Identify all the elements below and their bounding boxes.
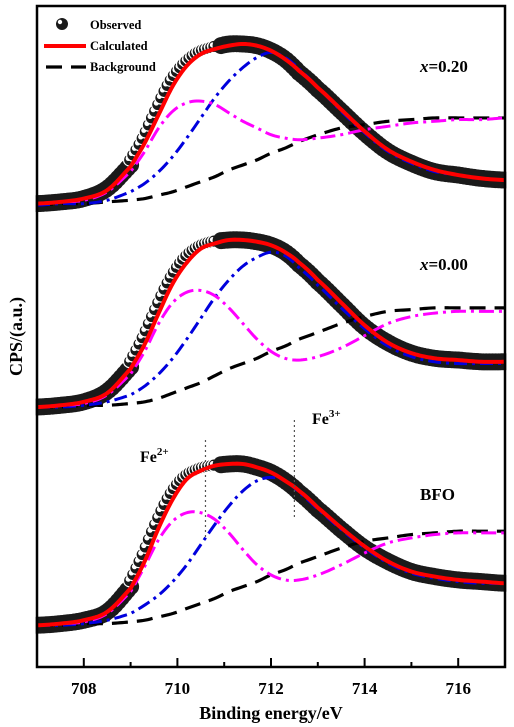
legend-observed-highlight [57,19,63,25]
calculated-series [36,237,506,410]
peak-label-element: Fe [140,449,157,466]
background-series [36,306,505,409]
peak-label: Fe3+ [312,408,341,428]
fe3-component [36,475,506,627]
background-series [36,529,505,627]
panel-label-value: =0.20 [429,57,468,76]
legend-item-background: Background [46,60,156,74]
panel-label: x=0.20 [419,57,468,76]
peak-annotations: Fe2+Fe3+ [140,408,341,540]
panel-label-variable: x [419,255,429,274]
panel-label-variable: x [419,57,429,76]
background-series [36,116,505,207]
peak-label-charge: 3+ [329,408,341,420]
x-tick-label: 712 [258,679,284,698]
x-tick-label: 716 [445,679,471,698]
peak-label: Fe2+ [140,446,169,466]
panel-1: x=0.20 [28,35,514,213]
fe3-component [36,250,505,409]
legend-label: Background [90,60,156,74]
legend: Observed Calculated Background [44,18,156,74]
calculated-series [36,41,506,206]
mask-right [506,0,514,727]
legend-observed-marker [56,18,68,30]
panel-label-value: =0.00 [429,255,468,274]
legend-item-calculated: Calculated [44,39,148,53]
legend-label: Observed [90,18,141,32]
mask-top [0,0,514,5]
peak-label-charge: 2+ [157,446,169,458]
x-tick-label: 708 [71,679,97,698]
x-axis-title: Binding energy/eV [199,703,343,723]
fe2-component [36,510,505,627]
x-axis: 708 710 712 714 716 [36,658,506,698]
fe2-component [36,288,505,409]
y-axis-title: CPS/(a.u.) [6,297,27,376]
x-tick-label: 714 [352,679,378,698]
panel-label: x=0.00 [419,255,468,274]
panel-label: BFO [420,485,455,504]
peak-label-element: Fe [312,411,329,428]
panel-3: BFO [28,455,514,634]
fe2-component [36,99,506,206]
legend-label: Calculated [90,39,148,53]
calculated-series [36,461,506,628]
panel-2: x=0.00 [28,231,514,416]
mask-left [0,0,36,727]
legend-item-observed: Observed [56,18,141,32]
x-tick-label: 710 [165,679,191,698]
